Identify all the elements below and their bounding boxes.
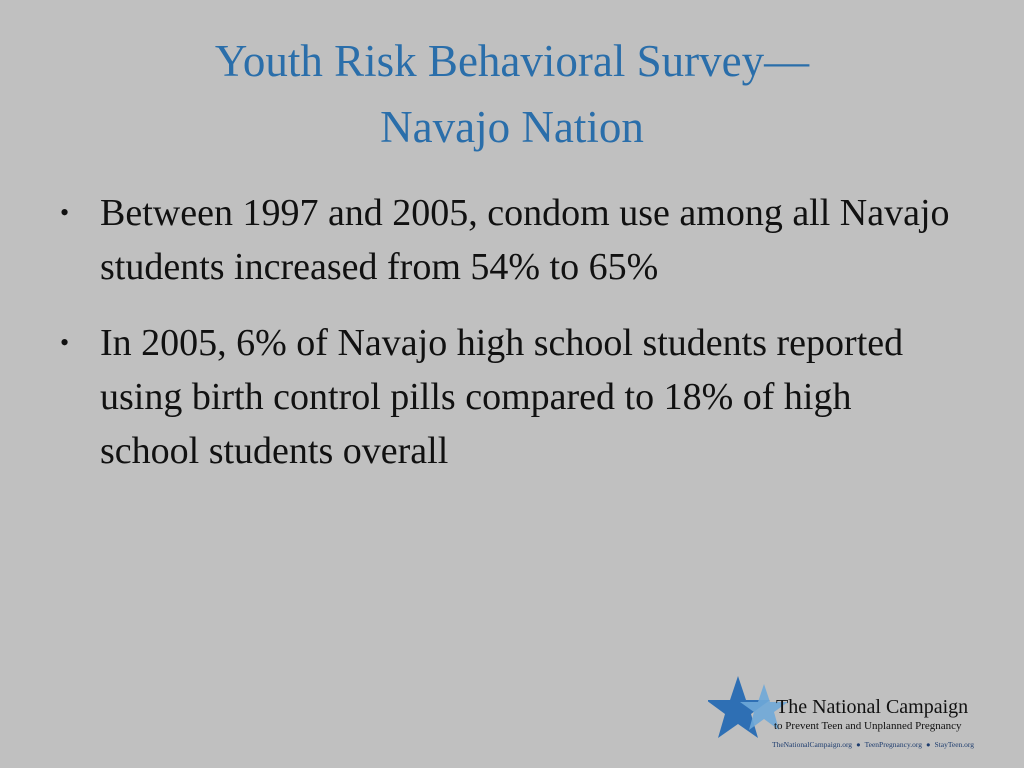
separator: ● [856,740,861,749]
logo-tagline: to Prevent Teen and Unplanned Pregnancy [774,720,962,732]
logo-name: The National Campaign [776,696,969,718]
bullet-list: Between 1997 and 2005, condom use among … [60,186,960,500]
logo-link: TheNationalCampaign.org [772,740,853,749]
bullet: Between 1997 and 2005, condom use among … [60,186,960,294]
slide-title: Youth Risk Behavioral Survey— Navajo Nat… [0,28,1024,160]
bullet: In 2005, 6% of Navajo high school studen… [60,316,960,478]
title-line: Navajo Nation [380,102,644,152]
logo-stars [708,676,788,738]
star [740,684,788,730]
logo-link: TeenPregnancy.org [864,740,922,749]
logo-link: StayTeen.org [934,740,975,749]
title-line: Youth Risk Behavioral Survey— [214,36,810,86]
star [708,676,770,738]
logo-links: TheNationalCampaign.org ● TeenPregnancy.or… [772,740,974,749]
logo: The National Campaign to Prevent Teen an… [708,674,1008,754]
separator: ● [925,740,931,749]
